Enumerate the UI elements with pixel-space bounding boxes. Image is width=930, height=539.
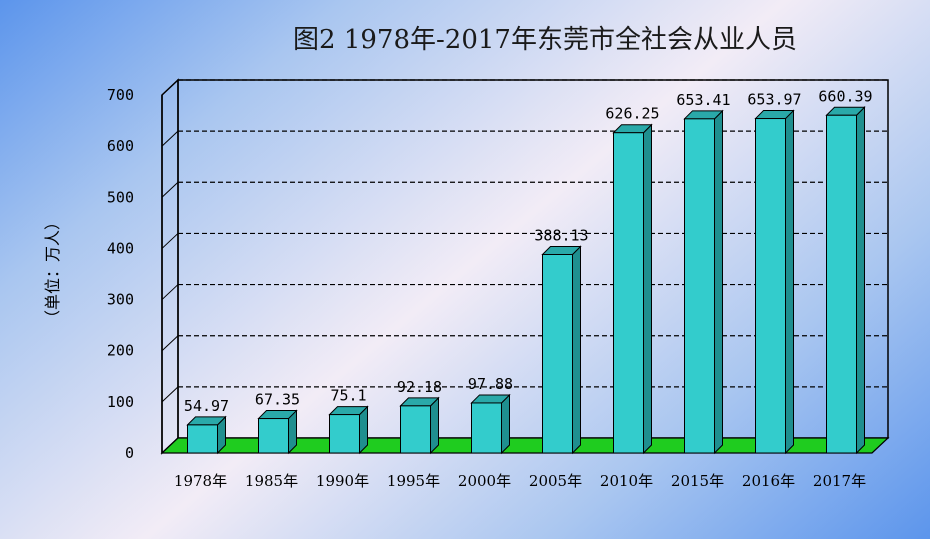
- x-tick-label: 2015年: [671, 472, 724, 490]
- y-tick-label: 700: [107, 86, 134, 104]
- y-tick-label: 300: [107, 291, 134, 309]
- x-tick-label: 1985年: [245, 472, 298, 490]
- y-tick-label: 600: [107, 137, 134, 155]
- bar: [613, 132, 644, 454]
- x-tick-label: 2010年: [600, 472, 653, 490]
- data-label: 653.41: [676, 91, 730, 109]
- bar-side: [643, 123, 652, 455]
- gridline-side: [161, 130, 179, 147]
- data-label: 388.13: [534, 226, 588, 244]
- bar-side: [856, 106, 865, 455]
- x-tick-label: 1995年: [387, 472, 440, 490]
- gridline-side: [161, 233, 179, 249]
- bar: [755, 118, 786, 454]
- data-label: 626.25: [605, 105, 659, 123]
- chart-title: 图2 1978年-2017年东莞市全社会从业人员: [293, 25, 797, 55]
- bar: [258, 418, 289, 454]
- bar-side: [572, 245, 581, 455]
- y-axis-label: （单位：万人）: [43, 214, 62, 326]
- bar: [471, 402, 502, 454]
- gridline-side: [161, 386, 179, 403]
- bar-side: [501, 393, 510, 455]
- bar: [329, 414, 360, 454]
- data-label: 54.97: [184, 397, 229, 415]
- data-label: 75.1: [330, 387, 366, 405]
- y-tick-label: 100: [107, 393, 134, 411]
- data-label: 97.88: [468, 375, 513, 393]
- plot-area: 0 100 200 300 400 500 600 700 54.97 1978年 67.35 198…: [107, 78, 890, 490]
- data-label: 660.39: [818, 87, 872, 105]
- data-label: 67.35: [255, 391, 300, 409]
- gridline-side: [161, 284, 179, 300]
- bar: [187, 424, 218, 454]
- gridline-side: [161, 181, 179, 198]
- bar-side: [430, 396, 439, 455]
- bar-side: [714, 109, 723, 455]
- bar: [542, 253, 573, 454]
- x-tick-label: 2000年: [458, 472, 511, 490]
- data-label: 653.97: [747, 91, 801, 109]
- bar: [826, 114, 857, 454]
- bar: [400, 405, 431, 454]
- gridline-side: [161, 335, 179, 352]
- y-tick-label: 500: [107, 188, 134, 206]
- y-tick-label: 200: [107, 342, 134, 360]
- x-tick-label: 1978年: [174, 472, 227, 490]
- x-tick-label: 2005年: [529, 472, 582, 490]
- gridline-side: [161, 79, 179, 96]
- y-tick-label: 400: [107, 239, 134, 257]
- data-label: 92.18: [397, 378, 442, 396]
- bar-side: [785, 109, 794, 455]
- side-wall: [161, 78, 179, 455]
- x-tick-label: 2017年: [813, 472, 866, 490]
- y-tick-label: 0: [125, 444, 134, 462]
- x-tick-label: 1990年: [316, 472, 369, 490]
- bar: [684, 118, 715, 454]
- x-tick-label: 2016年: [742, 472, 795, 490]
